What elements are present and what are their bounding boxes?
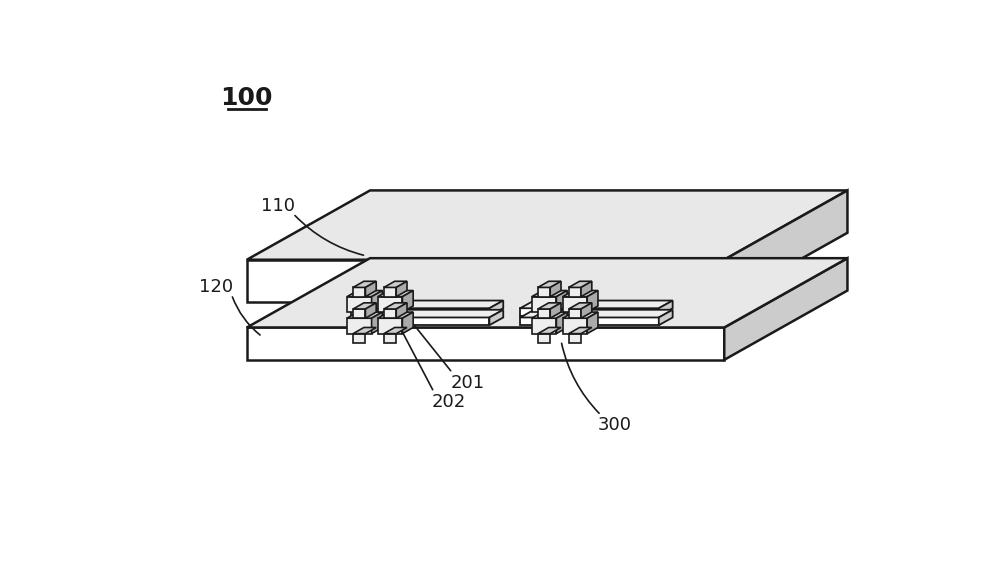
- Polygon shape: [378, 318, 402, 333]
- Polygon shape: [520, 308, 659, 316]
- Polygon shape: [365, 281, 376, 297]
- Polygon shape: [538, 328, 561, 333]
- Polygon shape: [569, 303, 592, 309]
- Polygon shape: [569, 281, 592, 288]
- Polygon shape: [489, 310, 503, 325]
- Polygon shape: [353, 303, 376, 309]
- Text: 201: 201: [451, 374, 485, 392]
- Polygon shape: [569, 309, 581, 318]
- Polygon shape: [556, 312, 567, 333]
- Polygon shape: [538, 288, 550, 297]
- Polygon shape: [353, 328, 376, 333]
- Polygon shape: [489, 300, 503, 316]
- Polygon shape: [587, 312, 598, 333]
- Polygon shape: [581, 303, 592, 318]
- Polygon shape: [347, 318, 372, 333]
- Polygon shape: [247, 328, 724, 360]
- Polygon shape: [532, 297, 556, 312]
- Text: 110: 110: [261, 197, 295, 215]
- Polygon shape: [556, 291, 567, 312]
- Polygon shape: [520, 310, 673, 317]
- Polygon shape: [372, 312, 382, 333]
- Polygon shape: [538, 333, 550, 343]
- Polygon shape: [384, 328, 407, 333]
- Polygon shape: [587, 291, 598, 312]
- Polygon shape: [396, 303, 407, 318]
- Polygon shape: [569, 328, 592, 333]
- Polygon shape: [378, 297, 402, 312]
- Polygon shape: [353, 281, 376, 288]
- Polygon shape: [538, 281, 561, 288]
- Polygon shape: [384, 333, 396, 343]
- Polygon shape: [550, 281, 561, 297]
- Polygon shape: [532, 318, 556, 333]
- Polygon shape: [353, 333, 365, 343]
- Polygon shape: [538, 303, 561, 309]
- Polygon shape: [659, 300, 673, 316]
- Polygon shape: [581, 281, 592, 297]
- Polygon shape: [520, 317, 659, 325]
- Polygon shape: [347, 297, 372, 312]
- Polygon shape: [569, 333, 581, 343]
- Text: 100: 100: [221, 86, 273, 110]
- Polygon shape: [365, 303, 376, 318]
- Polygon shape: [351, 310, 503, 317]
- Polygon shape: [724, 190, 847, 302]
- Polygon shape: [372, 291, 382, 312]
- Polygon shape: [532, 291, 567, 297]
- Text: 300: 300: [597, 416, 631, 434]
- Polygon shape: [563, 312, 598, 318]
- Polygon shape: [247, 258, 847, 328]
- Polygon shape: [384, 303, 407, 309]
- Polygon shape: [378, 291, 413, 297]
- Polygon shape: [347, 291, 382, 297]
- Polygon shape: [384, 288, 396, 297]
- Polygon shape: [247, 190, 847, 260]
- Polygon shape: [353, 309, 365, 318]
- Polygon shape: [353, 288, 365, 297]
- Polygon shape: [569, 288, 581, 297]
- Polygon shape: [384, 309, 396, 318]
- Polygon shape: [563, 291, 598, 297]
- Polygon shape: [396, 281, 407, 297]
- Polygon shape: [550, 303, 561, 318]
- Polygon shape: [520, 300, 673, 308]
- Polygon shape: [351, 317, 489, 325]
- Polygon shape: [384, 281, 407, 288]
- Polygon shape: [402, 312, 413, 333]
- Polygon shape: [347, 312, 382, 318]
- Polygon shape: [659, 310, 673, 325]
- Text: 120: 120: [199, 278, 233, 296]
- Polygon shape: [351, 308, 489, 316]
- Polygon shape: [563, 318, 587, 333]
- Polygon shape: [532, 312, 567, 318]
- Polygon shape: [247, 260, 724, 302]
- Polygon shape: [724, 258, 847, 360]
- Polygon shape: [351, 300, 503, 308]
- Polygon shape: [563, 297, 587, 312]
- Polygon shape: [538, 309, 550, 318]
- Polygon shape: [402, 291, 413, 312]
- Text: 202: 202: [432, 393, 466, 411]
- Polygon shape: [378, 312, 413, 318]
